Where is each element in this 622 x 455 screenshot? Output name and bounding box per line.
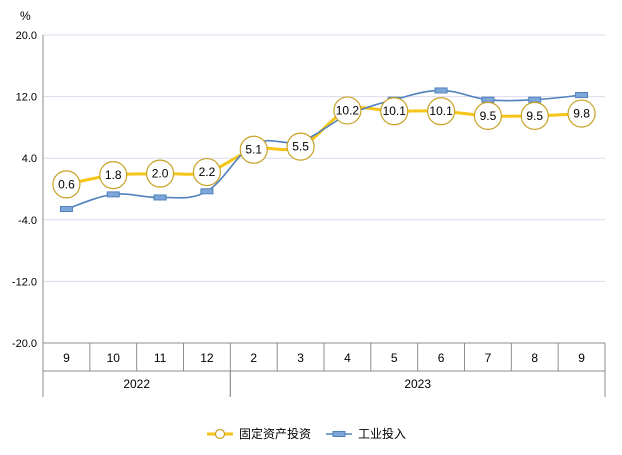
- series-line-fixed-asset-investment: [66, 106, 582, 186]
- y-axis-unit: %: [20, 9, 31, 23]
- industrial-input-point: [481, 96, 495, 103]
- fixed-asset-investment-data-label: 2.2: [199, 165, 216, 179]
- x-tick-label: 5: [391, 351, 398, 365]
- x-tick-label: 10: [107, 351, 121, 365]
- x-tick-label: 9: [578, 351, 585, 365]
- fixed-asset-investment-data-label: 10.1: [383, 104, 407, 118]
- fixed-asset-investment-point: [145, 159, 175, 188]
- fixed-asset-investment-data-label: 1.8: [105, 168, 122, 182]
- fixed-asset-investment-point: [192, 157, 222, 187]
- fixed-asset-investment-point: [520, 101, 549, 130]
- series-layer: 0.6 1.8 2.0 2.2 5.1 5.5 10.2 10.1 10.1 9.5 9.5 9.8: [52, 87, 596, 213]
- fixed-asset-investment-point: [380, 97, 409, 126]
- fixed-asset-investment-point: [239, 135, 268, 164]
- fixed-asset-investment-data-label: 2.0: [152, 167, 169, 181]
- fixed-asset-investment-data-label: 9.5: [480, 109, 497, 123]
- x-tick-label: 8: [531, 351, 538, 365]
- fixed-asset-investment-data-label: 9.8: [573, 107, 590, 121]
- fixed-asset-investment-point: [473, 101, 503, 130]
- industrial-input-point: [528, 96, 542, 103]
- legend-swatch-marker: [332, 431, 346, 437]
- y-tick-label: 20.0: [16, 30, 37, 42]
- series-line-industrial-input: [66, 89, 582, 210]
- fixed-asset-investment-point: [99, 161, 128, 190]
- x-tick-label: 3: [297, 351, 304, 365]
- legend-swatch-marker: [214, 428, 226, 440]
- gridlines: [43, 34, 605, 282]
- industrial-input-point: [200, 188, 214, 195]
- industrial-input-point: [153, 194, 167, 201]
- y-axis-ticks: 20.0 12.0 4.0 -4.0 -12.0 -20.0: [12, 30, 37, 350]
- y-tick-label: -4.0: [18, 215, 37, 227]
- y-tick-label: 12.0: [16, 92, 37, 104]
- fixed-asset-investment-data-label: 10.2: [336, 103, 360, 117]
- year-label: 2023: [404, 377, 431, 391]
- industrial-input-point: [434, 87, 448, 94]
- fixed-asset-investment-point: [333, 96, 362, 125]
- legend-label: 工业投入: [358, 426, 406, 441]
- x-tick-label: 12: [200, 351, 214, 365]
- x-tick-label: 9: [63, 351, 70, 365]
- legend-label: 固定资产投资: [239, 426, 311, 441]
- fixed-asset-investment-point: [426, 97, 456, 126]
- fixed-asset-investment-data-label: 9.5: [526, 109, 543, 123]
- industrial-input-point: [575, 92, 589, 99]
- y-tick-label: -12.0: [12, 276, 37, 288]
- fixed-asset-investment-point: [52, 170, 81, 199]
- industrial-input-point: [59, 206, 73, 213]
- x-tick-label: 6: [438, 351, 445, 365]
- industrial-input-point: [106, 191, 120, 198]
- fixed-asset-investment-point: [567, 99, 596, 128]
- y-tick-label: 4.0: [22, 153, 37, 165]
- x-tick-label: 11: [154, 351, 167, 365]
- x-tick-label: 2: [250, 351, 257, 365]
- fixed-asset-investment-data-label: 10.1: [429, 104, 453, 118]
- legend: 固定资产投资 工业投入: [207, 426, 406, 441]
- fixed-asset-investment-data-label: 0.6: [58, 177, 75, 191]
- x-tick-label: 7: [485, 351, 492, 365]
- y-tick-label: -20.0: [12, 338, 37, 350]
- x-axis: 9 10 11 12 2 3 4 5 6 7 8 9 2022 2023: [42, 35, 606, 397]
- fixed-asset-investment-point: [286, 132, 315, 161]
- x-tick-label: 4: [344, 351, 351, 365]
- year-label: 2022: [123, 377, 150, 391]
- fixed-asset-investment-data-label: 5.5: [292, 140, 309, 154]
- fixed-asset-investment-data-label: 5.1: [245, 143, 262, 157]
